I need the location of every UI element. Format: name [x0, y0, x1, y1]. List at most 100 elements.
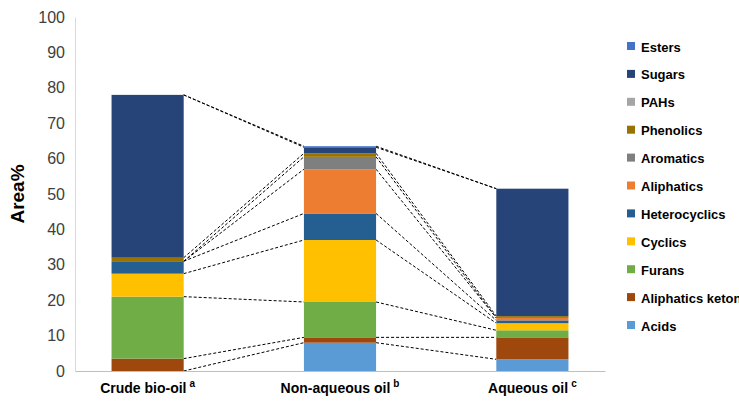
bar-segment	[112, 94, 184, 95]
y-tick: 90	[47, 44, 75, 61]
bar-segment	[304, 153, 376, 157]
y-tick: 60	[47, 150, 75, 167]
x-tick-label: Aqueous oilc	[488, 378, 577, 396]
bar-segment	[112, 95, 184, 258]
bar-segment	[496, 323, 568, 330]
bar-segment	[304, 343, 376, 371]
legend-swatch	[627, 237, 635, 245]
connector	[376, 169, 496, 318]
y-axis-line	[75, 18, 76, 372]
legend-label: Heterocyclics	[641, 207, 726, 222]
category-superscript: a	[190, 378, 196, 389]
y-tick-label: 0	[56, 363, 65, 380]
y-tick-label: 80	[47, 79, 65, 96]
category-label: Aqueous oil	[488, 380, 568, 396]
y-axis-title: Area%	[7, 164, 28, 223]
bar-segment	[304, 146, 376, 147]
legend-item: Phenolics	[627, 123, 702, 138]
connector	[376, 147, 496, 188]
y-tick: 20	[47, 292, 75, 309]
connector	[376, 146, 496, 188]
legend-swatch	[627, 182, 635, 190]
legend-swatch	[627, 321, 635, 329]
bar-segment	[496, 316, 568, 318]
bar-segment	[496, 359, 568, 371]
legend-swatch	[627, 293, 635, 301]
legend-label: Cyclics	[641, 235, 687, 250]
y-tick: 100	[38, 9, 75, 26]
bar-segment	[112, 359, 184, 371]
category-label: Crude bio-oil	[100, 380, 186, 396]
bars	[112, 95, 569, 371]
legend-label: Esters	[641, 40, 681, 55]
x-axis-line	[76, 371, 606, 372]
x-tick: Aqueous oilc	[488, 371, 577, 396]
y-tick-label: 20	[47, 292, 65, 309]
legend-item: Sugars	[627, 67, 685, 82]
connector	[184, 337, 304, 358]
bar-segment	[496, 188, 568, 189]
y-tick-label: 60	[47, 150, 65, 167]
y-tick: 30	[47, 256, 75, 273]
legend-item: Heterocyclics	[627, 207, 726, 222]
legend-swatch	[627, 209, 635, 217]
y-tick: 10	[47, 327, 75, 344]
bar-segment	[496, 337, 568, 359]
bar-segment	[496, 189, 568, 316]
legend-swatch	[627, 70, 635, 78]
legend-swatch	[627, 265, 635, 273]
legend-label: Sugars	[641, 67, 685, 82]
y-tick: 50	[47, 186, 75, 203]
y-tick: 0	[56, 363, 75, 380]
y-tick-label: 40	[47, 221, 65, 238]
bar-segment	[112, 258, 184, 262]
connector	[376, 240, 496, 323]
connector	[376, 337, 496, 338]
legend-item: Aliphatics	[627, 179, 703, 194]
connector	[376, 213, 496, 320]
x-tick-label: Non-aqueous oilb	[281, 378, 400, 396]
bar-segment	[304, 240, 376, 302]
y-tick: 80	[47, 79, 75, 96]
connector	[376, 343, 496, 360]
bar-segment	[304, 213, 376, 240]
bar-segment	[304, 169, 376, 213]
legend-label: Aromatics	[641, 151, 705, 166]
y-tick: 40	[47, 221, 75, 238]
connector	[184, 157, 304, 261]
y-tick-label: 30	[47, 256, 65, 273]
chart: 0 10 20 30 40 50 60 70 80 90 100 Area% Crude bio-oil…	[0, 0, 739, 415]
connector	[184, 240, 304, 274]
y-tick: 70	[47, 115, 75, 132]
y-tick-label: 70	[47, 115, 65, 132]
bar-segment	[112, 297, 184, 359]
category-label: Non-aqueous oil	[281, 380, 391, 396]
bar-segment	[112, 261, 184, 273]
legend-item: Furans	[627, 263, 684, 278]
bar-segment	[112, 274, 184, 297]
connector	[376, 157, 496, 318]
legend-item: PAHs	[627, 95, 675, 110]
connector	[184, 343, 304, 371]
legend-item: Acids	[627, 319, 676, 334]
bar-segment	[304, 302, 376, 337]
y-tick-label: 100	[38, 9, 65, 26]
bar-segment	[304, 157, 376, 169]
connector	[184, 213, 304, 261]
bar-segment	[304, 337, 376, 342]
legend-label: Furans	[641, 263, 684, 278]
legend-swatch	[627, 98, 635, 106]
x-axis: Crude bio-oil a Non-aqueous oilb Aqueous oi…	[76, 371, 606, 396]
connector	[184, 95, 304, 147]
plot-area	[112, 95, 569, 371]
legend-label: Acids	[641, 319, 676, 334]
legend-item: Esters	[627, 40, 681, 55]
legend-label: PAHs	[641, 95, 675, 110]
x-tick: Non-aqueous oilb	[281, 371, 400, 396]
connector	[184, 297, 304, 302]
bar-segment	[496, 330, 568, 337]
connector	[184, 95, 304, 146]
legend-swatch	[627, 126, 635, 134]
connectors	[184, 95, 497, 371]
legend-item: Aliphatics ketones	[627, 291, 739, 306]
